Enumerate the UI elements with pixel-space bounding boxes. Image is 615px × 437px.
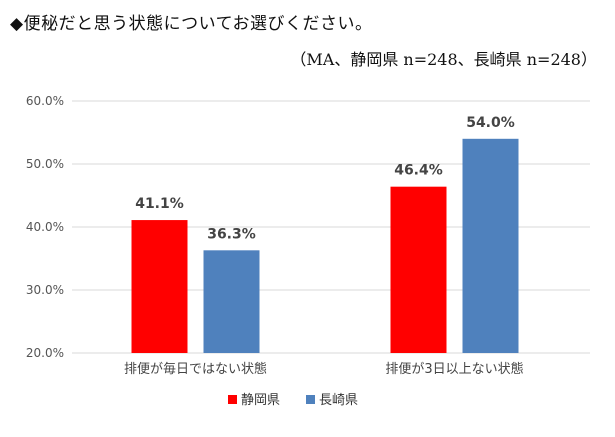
data-label: 54.0%	[466, 115, 515, 131]
bar	[203, 250, 260, 353]
x-category-label: 排便が3日以上ない状態	[385, 361, 523, 377]
chart-title: ◆便秘だと思う状態についてお選びください。	[10, 14, 373, 34]
legend-label: 長崎県	[319, 393, 358, 408]
legend-swatch	[228, 395, 237, 404]
legend-swatch	[306, 395, 315, 404]
x-category-label: 排便が毎日ではない状態	[124, 361, 267, 377]
y-tick-label: 50.0%	[26, 157, 64, 171]
bar	[390, 186, 447, 353]
chart-subtitle: （MA、静岡県 n=248、長崎県 n=248）	[290, 50, 597, 69]
y-tick-label: 40.0%	[26, 220, 64, 234]
y-tick-label: 20.0%	[26, 346, 64, 360]
legend-label: 静岡県	[241, 393, 280, 408]
bar	[462, 138, 519, 353]
bar	[131, 220, 188, 353]
y-tick-label: 30.0%	[26, 283, 64, 297]
y-tick-label: 60.0%	[26, 94, 64, 108]
data-label: 46.4%	[394, 163, 443, 179]
data-label: 41.1%	[135, 196, 184, 212]
data-label: 36.3%	[207, 226, 256, 242]
